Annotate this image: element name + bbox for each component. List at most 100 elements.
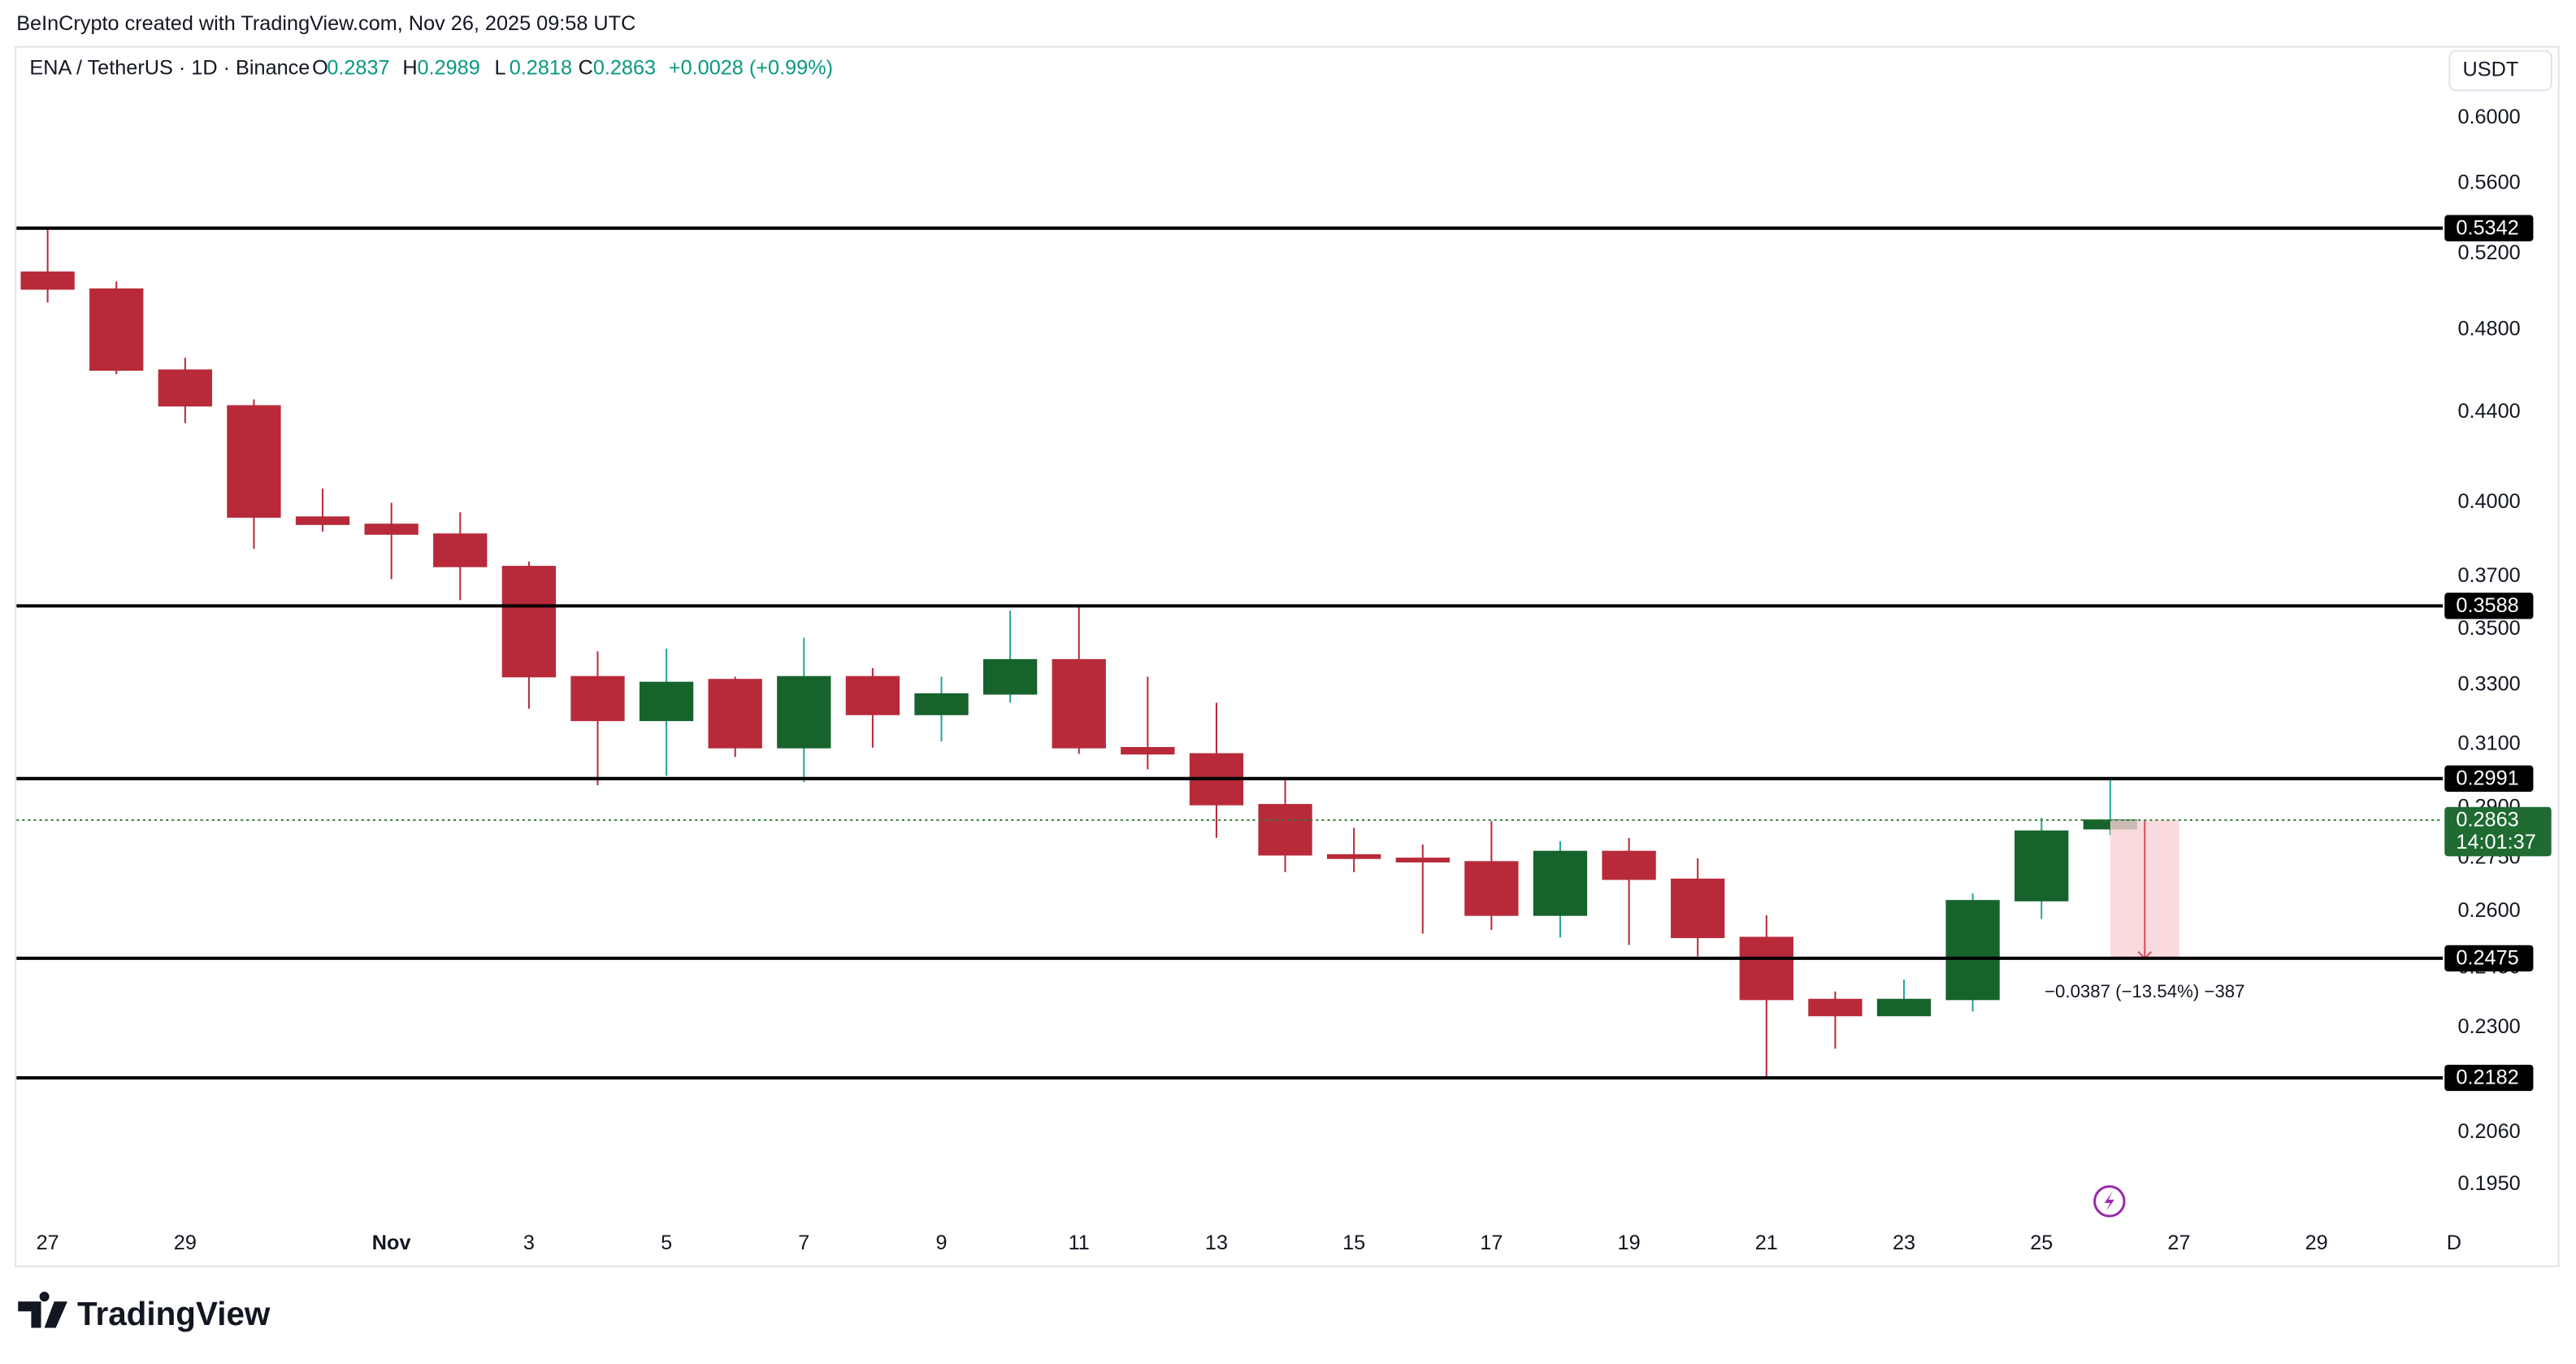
candle-body	[1464, 861, 1519, 916]
ohlc-legend: O0.2837 H 0.2989 L 0.2818 C 0.2863 +0.0028 (+0.…	[312, 57, 833, 80]
level-label: 0.2182	[2456, 1066, 2518, 1089]
y-tick-label: 0.4800	[2457, 317, 2520, 340]
candle-body	[295, 516, 350, 525]
level-label-box	[2444, 945, 2534, 972]
y-tick-label: 0.2060	[2457, 1120, 2520, 1143]
candle-body	[2014, 830, 2069, 901]
x-tick-label: 3	[523, 1232, 535, 1254]
event-bolt[interactable]	[2104, 1191, 2114, 1211]
ohlc-letter: O	[312, 57, 328, 80]
y-tick-label: 0.6000	[2457, 106, 2520, 128]
event-icon[interactable]	[2093, 1185, 2126, 1218]
level-label-box	[2444, 593, 2534, 619]
level-label-box	[2444, 1064, 2534, 1092]
candle-body	[777, 675, 831, 749]
candle-body	[1876, 998, 1932, 1017]
candle-body	[20, 271, 75, 290]
x-tick-label: 17	[1480, 1232, 1503, 1254]
candle-body	[1602, 850, 1656, 880]
candle-body	[227, 405, 281, 518]
candle-body	[501, 566, 557, 678]
plot-area	[16, 226, 2444, 1080]
currency-box[interactable]	[2448, 50, 2552, 92]
x-tick-label: 29	[174, 1232, 197, 1254]
candle-body	[89, 288, 144, 371]
x-tick-label: 29	[2305, 1232, 2328, 1254]
level-label: 0.3588	[2456, 594, 2518, 617]
y-tick-label: 0.3100	[2457, 732, 2520, 755]
candle-body	[1258, 804, 1312, 856]
x-tick-label: 11	[1069, 1232, 1090, 1254]
ohlc-letter: L	[495, 57, 506, 80]
candle-body	[364, 523, 418, 535]
x-tick-label: 19	[1618, 1232, 1641, 1254]
candle-body	[1121, 747, 1175, 755]
candle-body	[982, 658, 1038, 695]
ohlc-value: 0.2837	[327, 57, 389, 80]
chart-frame	[15, 46, 2560, 1267]
y-tick-label: 0.4400	[2457, 400, 2520, 423]
level-label: 0.2475	[2456, 947, 2518, 970]
y-tick-label: 0.5600	[2457, 171, 2520, 193]
x-tick-label: 5	[661, 1232, 672, 1254]
x-tick-label: 7	[798, 1232, 809, 1254]
x-tick-label: D	[2447, 1232, 2461, 1254]
measure-label: −0.0387 (−13.54%) −387	[2045, 981, 2244, 1001]
countdown: 14:01:37	[2456, 831, 2535, 854]
candle-body	[570, 675, 625, 722]
level-label-box	[2444, 215, 2534, 241]
candle-body	[708, 679, 762, 749]
ohlc-value: 0.2989	[418, 57, 480, 80]
candle-body	[1327, 854, 1381, 859]
x-tick-label: 13	[1205, 1232, 1228, 1254]
y-tick-label: 0.3700	[2457, 564, 2520, 587]
y-tick-label: 0.4000	[2457, 490, 2520, 513]
brand-logo: TradingView	[18, 1292, 271, 1332]
x-tick-label: 23	[1893, 1232, 1915, 1254]
candle-body	[1533, 850, 1588, 916]
ohlc-letter: H	[402, 57, 417, 80]
y-tick-label: 0.2300	[2457, 1015, 2520, 1038]
candle-body	[1945, 900, 2000, 1001]
candle-body	[845, 675, 900, 715]
candle-body	[1739, 936, 1793, 1001]
y-tick-label: 0.1950	[2457, 1172, 2520, 1195]
y-tick-label: 0.3500	[2457, 617, 2520, 640]
price-axis: 0.6000 0.5600 0.5200 0.4800 0.4400 0.4000 0.37…	[2444, 106, 2552, 1195]
currency[interactable]: USDT	[2462, 59, 2518, 81]
x-tick-label: 25	[2030, 1232, 2053, 1254]
candle-body	[914, 693, 969, 715]
brand-name: TradingView	[77, 1295, 271, 1332]
last-price-label: 0.2863	[2456, 809, 2518, 832]
ohlc-value: 0.2863	[593, 57, 656, 80]
ohlc-value: 0.2818	[510, 57, 572, 80]
x-tick-label: 15	[1342, 1232, 1365, 1254]
candle-body	[433, 533, 488, 567]
candle-body	[639, 681, 694, 722]
level-label-box	[2444, 765, 2534, 793]
level-label: 0.2991	[2456, 767, 2518, 790]
candle-body	[158, 369, 212, 407]
symbol-title: ENA / TetherUS · 1D · Binance	[29, 57, 310, 80]
x-tick-label: 9	[935, 1232, 947, 1254]
y-tick-label: 0.2600	[2457, 899, 2520, 922]
candle-body	[1808, 998, 1863, 1017]
x-tick-label: 27	[37, 1232, 59, 1254]
x-tick-label: Nov	[372, 1232, 411, 1254]
x-tick-label: 27	[2167, 1232, 2190, 1254]
change-value: +0.0028 (+0.99%)	[669, 57, 833, 80]
y-tick-label: 0.3300	[2457, 673, 2520, 696]
attribution: BeInCrypto created with TradingView.com,…	[16, 12, 635, 35]
x-tick-label: 21	[1755, 1232, 1778, 1254]
level-label: 0.5342	[2456, 216, 2518, 239]
last-price-box	[2444, 806, 2552, 857]
candle-body	[1052, 658, 1106, 749]
y-tick-label: 0.5200	[2457, 241, 2520, 264]
ohlc-letter: C	[579, 57, 593, 80]
brand-mark	[18, 1292, 67, 1328]
candle-body	[1395, 858, 1450, 862]
candle-body	[1671, 878, 1725, 939]
